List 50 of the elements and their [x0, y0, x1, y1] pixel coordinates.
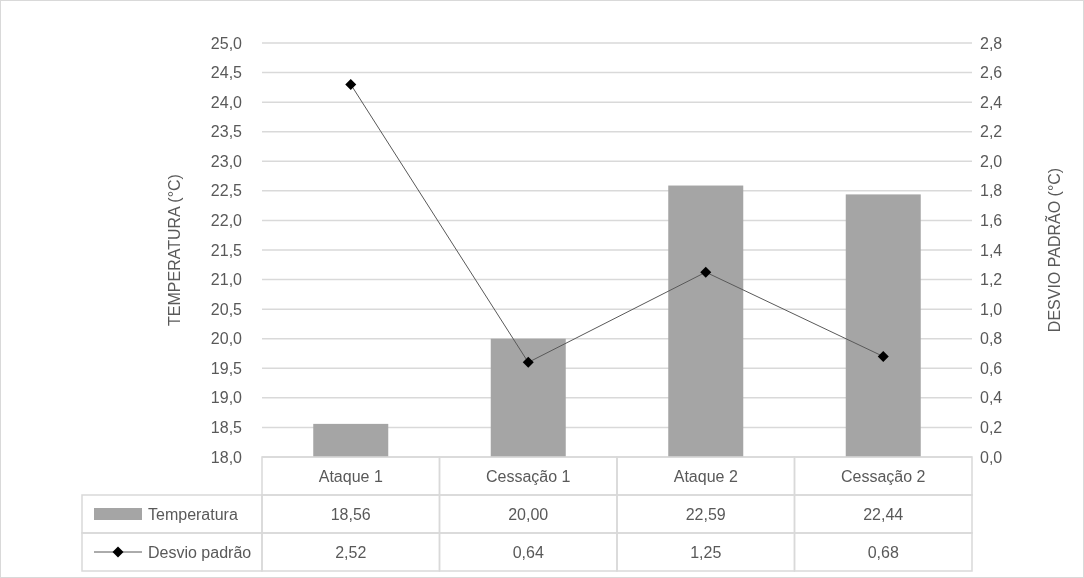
x-tick-label: Cessação 1 — [486, 467, 571, 485]
y2-tick-label: 0,0 — [980, 448, 1003, 466]
y-tick-label: 24,5 — [210, 64, 243, 82]
y2-tick-label: 0,4 — [980, 389, 1003, 407]
y-tick-label: 20,5 — [210, 300, 243, 318]
point — [345, 78, 357, 90]
y2-tick-label: 1,4 — [980, 241, 1003, 259]
y-tick-label: 18,5 — [210, 419, 243, 437]
y-tick-label: 25,0 — [210, 34, 243, 52]
y-tick-label: 19,0 — [210, 389, 243, 407]
y-tick-label: 22,0 — [210, 212, 243, 230]
y-tick-label: 23,0 — [210, 152, 243, 170]
y2-tick-label: 2,4 — [980, 93, 1003, 111]
y-tick-label: 20,0 — [210, 330, 243, 348]
x-tick-label: Ataque 2 — [673, 467, 738, 485]
data-label: 2,52 — [335, 543, 367, 561]
y2-tick-label: 0,2 — [980, 419, 1003, 437]
y-tick-label: 19,5 — [210, 359, 243, 377]
data-label: 0,68 — [867, 543, 899, 561]
y-tick-label: 22,5 — [210, 182, 243, 200]
y2-tick-label: 2,0 — [980, 152, 1003, 170]
point — [877, 350, 889, 362]
data-label: 1,25 — [690, 543, 722, 561]
y2-tick-label: 0,8 — [980, 330, 1003, 348]
y-tick-label: 23,5 — [210, 123, 243, 141]
y2-tick-label: 2,6 — [980, 64, 1003, 82]
y-tick-label: 21,0 — [210, 271, 243, 289]
y2-tick-label: 1,6 — [980, 212, 1003, 230]
data-label: 0,64 — [512, 543, 544, 561]
y-tick-label: 24,0 — [210, 93, 243, 111]
data-label: 22,59 — [685, 505, 726, 523]
y2-tick-label: 2,8 — [980, 34, 1003, 52]
point — [700, 266, 712, 278]
y2-tick-label: 1,0 — [980, 300, 1003, 318]
legend-label: Desvio padrão — [148, 543, 252, 561]
y2-axis-title: DESVIO PADRÃO (°C) — [1044, 167, 1063, 333]
data-label: 22,44 — [863, 505, 904, 523]
y2-tick-label: 2,2 — [980, 123, 1003, 141]
x-tick-label: Cessação 2 — [841, 467, 926, 485]
x-tick-label: Ataque 1 — [318, 467, 383, 485]
data-label: 18,56 — [330, 505, 371, 523]
legend-label: Temperatura — [148, 505, 238, 523]
y-tick-label: 21,5 — [210, 241, 243, 259]
y-axis-title: TEMPERATURA (°C) — [166, 174, 183, 326]
y2-tick-label: 1,2 — [980, 271, 1003, 289]
y-tick-label: 18,0 — [210, 448, 243, 466]
y2-tick-label: 0,6 — [980, 359, 1003, 377]
data-label: 20,00 — [508, 505, 549, 523]
point — [522, 356, 534, 368]
y2-tick-label: 1,8 — [980, 182, 1003, 200]
